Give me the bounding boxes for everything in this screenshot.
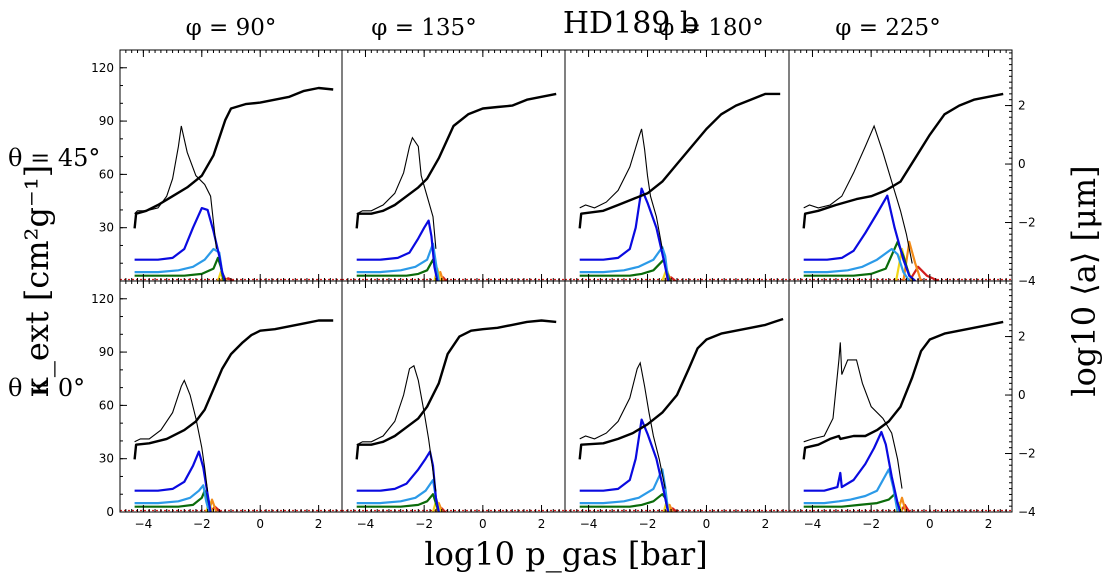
y2-tick-label: −4 bbox=[1018, 274, 1036, 288]
x-tick-label: 2 bbox=[985, 517, 993, 531]
grain-size-thin-line bbox=[356, 364, 437, 492]
panel-r1-c0: −4 −2 0 2 0 30 60 90 120 bbox=[91, 280, 343, 531]
y-tick-label: 120 bbox=[91, 292, 114, 306]
kappa-blue-line bbox=[803, 430, 902, 512]
panel-frame bbox=[341, 280, 566, 513]
x-tick-label: 0 bbox=[926, 517, 934, 531]
y-tick-label: 30 bbox=[99, 221, 114, 235]
grain-size-thin-line bbox=[803, 342, 903, 489]
panel-r1-c2: −4 −2 0 2 bbox=[564, 280, 790, 531]
grain-size-thick-line bbox=[578, 92, 781, 229]
kappa-blue-line bbox=[134, 207, 227, 281]
x-tick-label: −2 bbox=[415, 517, 433, 531]
kappa-green-line bbox=[134, 489, 212, 512]
y-tick-label: 60 bbox=[99, 167, 114, 181]
kappa-lightblue-line bbox=[134, 484, 211, 512]
x-tick-label: −2 bbox=[639, 517, 657, 531]
x-tick-label: −4 bbox=[580, 517, 598, 531]
grain-size-thick-line bbox=[133, 319, 334, 460]
grain-size-thick-line bbox=[355, 319, 557, 460]
column-title-phi-225: φ = 225° bbox=[835, 15, 940, 41]
kappa-blue-line bbox=[356, 219, 439, 281]
x-tick-label: −2 bbox=[193, 517, 211, 531]
x-tick-label: 2 bbox=[538, 517, 546, 531]
kappa-red-line bbox=[908, 265, 940, 281]
x-tick-label: 0 bbox=[479, 517, 487, 531]
x-tick-label: 0 bbox=[703, 517, 711, 531]
kappa-blue-line bbox=[803, 194, 916, 281]
x-tick-label: −4 bbox=[804, 517, 822, 531]
y-tick-label: 90 bbox=[99, 114, 114, 128]
grain-size-thick-line bbox=[802, 92, 1004, 229]
grain-size-thin-line bbox=[803, 124, 913, 264]
y-axis-label: κ_ext [cm²g⁻¹] bbox=[18, 165, 56, 397]
x-tick-label: 2 bbox=[315, 517, 323, 531]
grain-size-thick-line bbox=[355, 92, 557, 229]
y2-tick-label: −2 bbox=[1018, 447, 1036, 461]
y2-tick-label: −2 bbox=[1018, 216, 1036, 230]
grain-size-thin-line bbox=[356, 136, 437, 249]
row-title-theta-0: θ = 0° bbox=[8, 374, 85, 402]
y2-tick-label: −4 bbox=[1018, 505, 1036, 519]
panel-r0-c0: 30 60 90 120 bbox=[91, 49, 343, 282]
kappa-green-line bbox=[356, 493, 440, 512]
panel-frame bbox=[119, 49, 343, 282]
kappa-lightblue-line bbox=[579, 246, 670, 281]
x-tick-label: −4 bbox=[135, 517, 153, 531]
panel-r0-c1 bbox=[341, 49, 566, 282]
row-title-theta-45: θ = 45° bbox=[8, 144, 100, 172]
grain-size-thick-line bbox=[578, 317, 784, 460]
grain-size-thin-line bbox=[579, 128, 663, 249]
grain-size-thin-line bbox=[134, 125, 217, 249]
panel-r0-c3: −4 −2 0 2 bbox=[788, 49, 1036, 288]
kappa-blue-line bbox=[134, 450, 212, 512]
panel-r1-c1: −4 −2 0 2 bbox=[341, 280, 566, 531]
y2-tick-label: 2 bbox=[1018, 99, 1026, 113]
y2-tick-label: 0 bbox=[1018, 388, 1026, 402]
grain-size-thin-line bbox=[134, 379, 209, 492]
grain-size-thick-line bbox=[802, 320, 1004, 460]
column-title-phi-90: φ = 90° bbox=[186, 15, 277, 41]
kappa-orange-line bbox=[902, 240, 923, 281]
y2-tick-label: 2 bbox=[1018, 330, 1026, 344]
grain-size-thick-line bbox=[133, 86, 334, 229]
y2-axis-label: log10 ⟨a⟩ [μm] bbox=[1065, 165, 1103, 396]
y-tick-label: 30 bbox=[99, 452, 114, 466]
kappa-blue-line bbox=[579, 187, 670, 281]
kappa-blue-line bbox=[579, 418, 670, 512]
y2-tick-label: 0 bbox=[1018, 157, 1026, 171]
y-tick-label: 120 bbox=[91, 61, 114, 75]
column-title-phi-180: φ = 180° bbox=[658, 15, 763, 41]
panel-r0-c2 bbox=[564, 49, 790, 282]
y-tick-label: 0 bbox=[106, 505, 114, 519]
column-title-phi-135: φ = 135° bbox=[371, 15, 476, 41]
x-tick-label: −2 bbox=[862, 517, 880, 531]
y-tick-label: 60 bbox=[99, 398, 114, 412]
panel-frame bbox=[341, 49, 566, 282]
kappa-lightblue-line bbox=[356, 242, 440, 281]
kappa-green-line bbox=[803, 240, 916, 281]
x-tick-label: −4 bbox=[357, 517, 375, 531]
chart-title: HD189 b bbox=[563, 6, 699, 41]
panel-frame bbox=[119, 280, 343, 513]
x-tick-label: 0 bbox=[256, 517, 264, 531]
x-axis-label: log10 p_gas [bar] bbox=[424, 535, 707, 573]
kappa-lightblue-line bbox=[803, 247, 911, 281]
x-tick-label: 2 bbox=[762, 517, 770, 531]
y-tick-label: 90 bbox=[99, 345, 114, 359]
panel-r1-c3: −4 −2 0 2 −4 −2 0 2 bbox=[788, 280, 1036, 531]
grain-size-thin-line bbox=[579, 361, 666, 489]
